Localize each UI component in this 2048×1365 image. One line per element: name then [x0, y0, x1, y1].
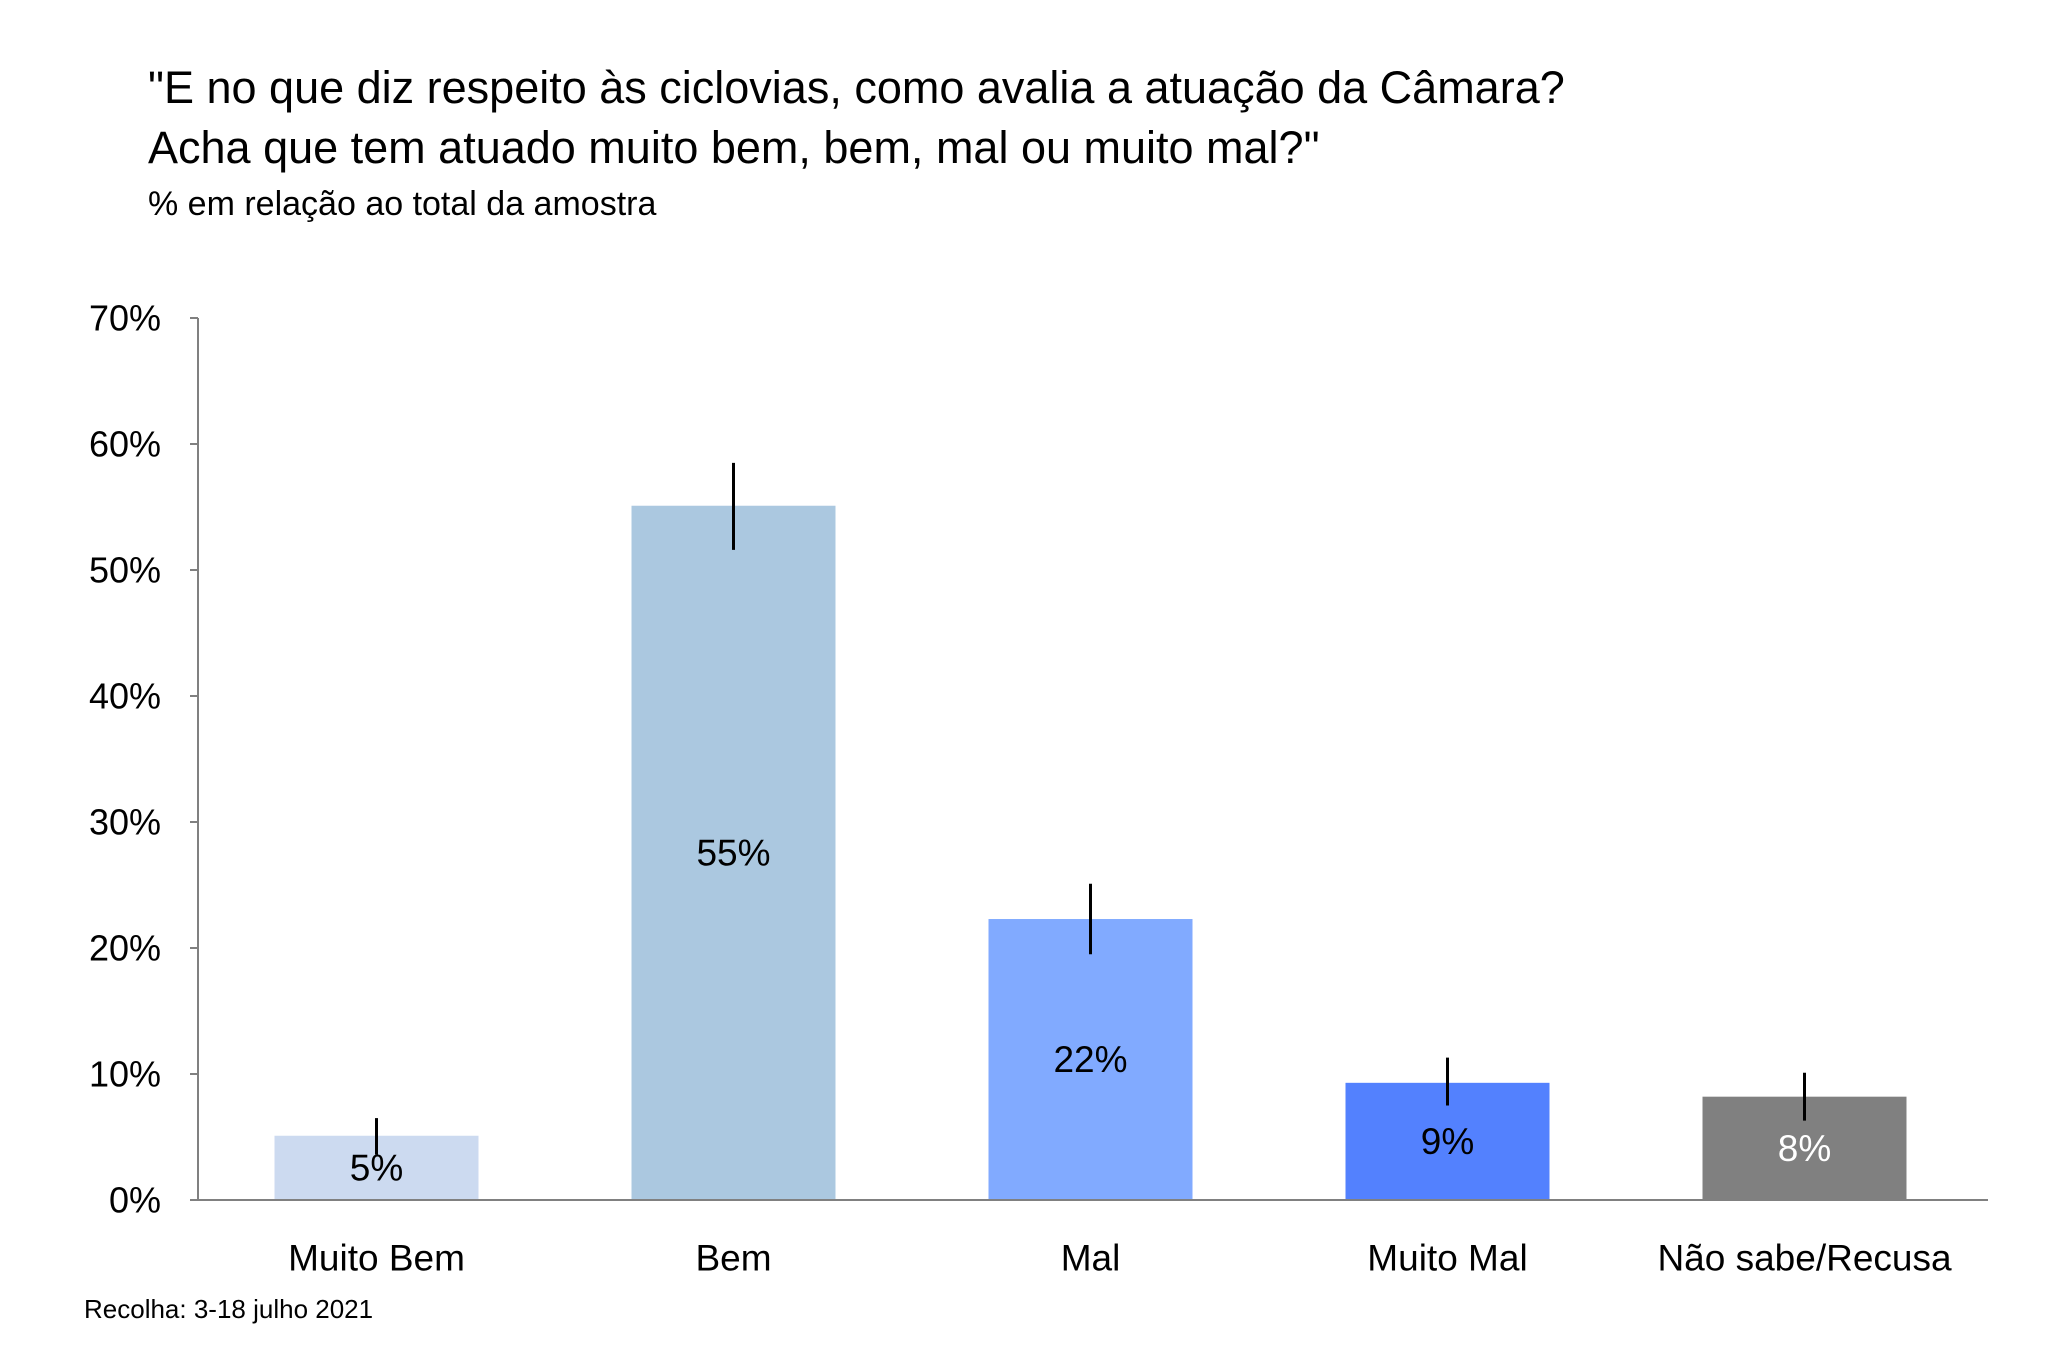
y-tick-label-3: 30%	[89, 802, 161, 843]
bar-2	[988, 919, 1193, 1200]
y-tick-label-1: 10%	[89, 1054, 161, 1095]
value-label-2: 22%	[1053, 1039, 1127, 1080]
y-tick-label-0: 0%	[109, 1180, 161, 1221]
category-label-3: Muito Mal	[1367, 1238, 1527, 1279]
source-note: Recolha: 3-18 julho 2021	[84, 1294, 374, 1324]
chart-subtitle: % em relação ao total da amostra	[148, 185, 657, 223]
bar-1	[631, 505, 836, 1200]
chart-header: "E no que diz respeito às ciclovias, com…	[148, 58, 1998, 228]
y-tick-label-2: 20%	[89, 928, 161, 969]
y-tick-label-6: 60%	[89, 424, 161, 465]
y-tick-label-7: 70%	[89, 298, 161, 339]
category-label-1: Bem	[695, 1238, 771, 1279]
value-label-3: 9%	[1421, 1121, 1474, 1162]
y-tick-label-4: 40%	[89, 676, 161, 717]
category-label-0: Muito Bem	[288, 1238, 465, 1279]
value-label-4: 8%	[1778, 1128, 1831, 1169]
y-tick-label-5: 50%	[89, 550, 161, 591]
chart-title-line-1: "E no que diz respeito às ciclovias, com…	[148, 62, 1565, 113]
value-label-1: 55%	[696, 832, 770, 873]
category-label-4: Não sabe/Recusa	[1657, 1238, 1952, 1279]
category-label-2: Mal	[1061, 1238, 1121, 1279]
chart-title-line-2: Acha que tem atuado muito bem, bem, mal …	[148, 122, 1320, 173]
